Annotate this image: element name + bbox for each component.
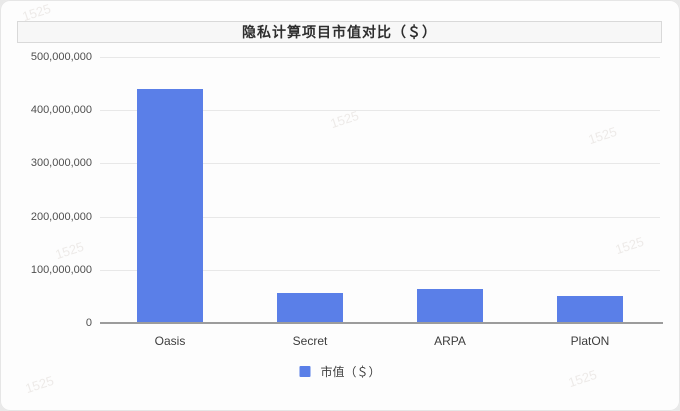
x-axis-label: Secret (292, 334, 328, 348)
watermark: 1525 (613, 233, 646, 258)
watermark: 1525 (586, 123, 619, 148)
bar-oasis (137, 88, 203, 322)
bar-arpa (417, 289, 483, 322)
y-axis-label: 300,000,000 (30, 157, 92, 170)
gridline (100, 110, 660, 112)
y-axis-label: 400,000,000 (30, 104, 92, 117)
bar-platon (557, 295, 623, 322)
gridline (100, 57, 660, 58)
x-axis-line (100, 322, 663, 324)
legend-label: 市值（＄） (320, 365, 381, 379)
chart-legend: 市值（＄） (299, 363, 381, 380)
y-axis-label: 200,000,000 (30, 210, 92, 223)
y-axis-label: 0 (85, 317, 92, 329)
chart-title: 隐私计算项目市值对比（＄） (242, 24, 437, 40)
legend-marker-swatch (299, 366, 311, 377)
x-axis-label: ARPA (434, 334, 466, 348)
gridline (100, 269, 660, 271)
x-axis-label: Oasis (154, 334, 186, 348)
chart-title-band: 隐私计算项目市值对比（＄） (17, 21, 662, 43)
gridline (100, 163, 660, 165)
watermark: 1525 (328, 107, 361, 132)
watermark: 1525 (23, 372, 56, 397)
bar-secret (277, 293, 343, 322)
watermark: 1525 (53, 238, 86, 263)
x-axis-label: PlatON (570, 334, 610, 348)
y-axis-label: 100,000,000 (30, 263, 92, 276)
gridline (100, 216, 660, 218)
watermark: 1525 (566, 366, 599, 391)
y-axis-label: 500,000,000 (30, 51, 92, 63)
